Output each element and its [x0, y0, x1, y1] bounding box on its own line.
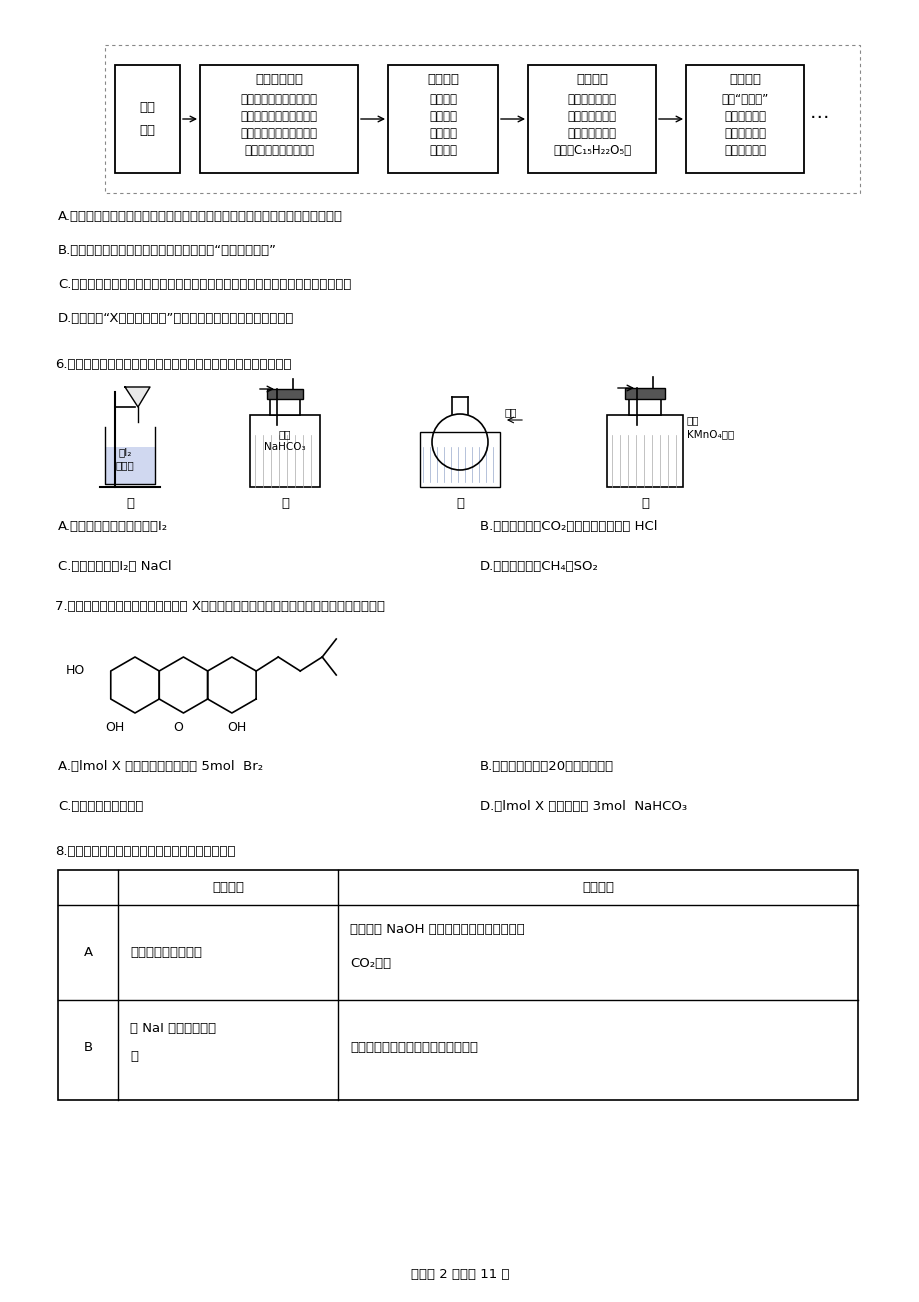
Text: D.　lmol X 最多能消耗 3mol  NaHCO₃: D. lmol X 最多能消耗 3mol NaHCO₃ — [480, 799, 686, 812]
Text: 6.　下列实验选择的实验方案（部分夹持和加燭装置略）错误的是: 6. 下列实验选择的实验方案（部分夹持和加燭装置略）错误的是 — [55, 358, 291, 371]
Text: 丙: 丙 — [456, 497, 463, 510]
Text: D.　实验丁：除CH₄中SO₂: D. 实验丁：除CH₄中SO₂ — [480, 560, 598, 573]
Bar — [421, 447, 498, 482]
Bar — [420, 432, 499, 487]
Text: 冷水: 冷水 — [505, 408, 517, 417]
Bar — [528, 65, 655, 173]
Bar — [629, 397, 660, 415]
Text: 确定组成: 确定组成 — [575, 73, 607, 86]
Text: B.　分子中最多有20个碳原子共面: B. 分子中最多有20个碳原子共面 — [480, 760, 614, 773]
Text: CO₂过滤: CO₂过滤 — [349, 957, 391, 970]
Text: 对分子质量，结: 对分子质量，结 — [567, 109, 616, 122]
Text: 成功分离: 成功分离 — [428, 109, 457, 122]
Text: 水煎熳提取物无效。乙醇: 水煎熳提取物无效。乙醇 — [240, 92, 317, 105]
Text: NaHCO₃: NaHCO₃ — [264, 441, 305, 452]
Text: 7.　从大豆分离出来的异黄酮类物质 X，结构简式如图。下列关于该有机物的说法错误的是: 7. 从大豆分离出来的异黄酮类物质 X，结构简式如图。下列关于该有机物的说法错误… — [55, 600, 384, 613]
Text: 提取有效成分: 提取有效成分 — [255, 73, 302, 86]
Text: A.　实验甲：海带提磖获得I₂: A. 实验甲：海带提磖获得I₂ — [58, 519, 168, 533]
Text: 乙: 乙 — [280, 497, 289, 510]
Text: 悬浊液: 悬浊液 — [116, 460, 134, 470]
Text: 青蒿素。: 青蒿素。 — [428, 145, 457, 158]
Text: HO: HO — [65, 664, 85, 677]
Bar — [686, 65, 803, 173]
Text: 研究
缘起: 研究 缘起 — [140, 102, 155, 137]
Text: C.　可形成分子内氢键: C. 可形成分子内氢键 — [58, 799, 143, 812]
Text: 乙醚提取获得有效物。: 乙醚提取获得有效物。 — [244, 145, 313, 158]
Text: 确定了青蒿素: 确定了青蒿素 — [723, 109, 766, 122]
Text: OH: OH — [106, 721, 124, 734]
Text: A.　水煎熳提取物无效的原因可能为青蒿素的热稳定性差或在水中的溶解度不大: A. 水煎熳提取物无效的原因可能为青蒿素的热稳定性差或在水中的溶解度不大 — [58, 210, 343, 223]
Text: 测定结构: 测定结构 — [728, 73, 760, 86]
Text: 实验方案: 实验方案 — [582, 881, 613, 894]
Text: 8.　为完成下列实验目的，实验方案设计正确的是: 8. 为完成下列实验目的，实验方案设计正确的是 — [55, 845, 235, 858]
Bar — [199, 65, 357, 173]
Bar — [250, 415, 320, 487]
Text: B.　实验乙：测CO₂体积前除去含有的 HCl: B. 实验乙：测CO₂体积前除去含有的 HCl — [480, 519, 657, 533]
Text: 由 NaI 溶液获得其晶: 由 NaI 溶液获得其晶 — [130, 1022, 216, 1035]
Text: O: O — [174, 721, 183, 734]
Text: 丁: 丁 — [641, 497, 648, 510]
Text: 唠采用永点比乙醇更低的: 唠采用永点比乙醇更低的 — [240, 128, 317, 141]
Text: D.　可利用“X射线衍射技术”确定青蒿素分子中各原子空间位置: D. 可利用“X射线衍射技术”确定青蒿素分子中各原子空间位置 — [58, 312, 294, 326]
Bar — [607, 415, 682, 487]
Bar — [624, 388, 664, 398]
Bar — [58, 870, 857, 1100]
Text: 除去苯酚中混有的苯: 除去苯酚中混有的苯 — [130, 947, 202, 960]
Text: 酸性: 酸性 — [686, 415, 698, 424]
Text: 并结晶出: 并结晶出 — [428, 128, 457, 141]
Text: KMnO₄溶液: KMnO₄溶液 — [686, 428, 733, 439]
Text: A.　lmol X 与渴水反应最多消耗 5mol  Br₂: A. lmol X 与渴水反应最多消耗 5mol Br₂ — [58, 760, 263, 773]
Text: 子式为C₁₅H₂₂O₅。: 子式为C₁₅H₂₂O₅。 — [552, 145, 630, 158]
Bar — [251, 435, 319, 487]
Text: …: … — [809, 103, 829, 122]
Bar — [106, 447, 154, 484]
Bar — [388, 65, 497, 173]
Text: B.　乙醚提取青蒿素的方法为萍取，利用了“相似相溶原理”: B. 乙醚提取青蒿素的方法为萍取，利用了“相似相溶原理” — [58, 243, 277, 256]
Text: C.　分离青蒿素和乙醚的方法为蕲馏，需用到空气冷凝管、尾接管、锥形瓶等仪器: C. 分离青蒿素和乙醚的方法为蕲馏，需用到空气冷凝管、尾接管、锥形瓶等仪器 — [58, 279, 351, 292]
Bar — [105, 46, 859, 193]
Polygon shape — [125, 387, 150, 408]
Text: 获得晶体: 获得晶体 — [426, 73, 459, 86]
Bar — [267, 389, 302, 398]
Text: 试卷第 2 页，共 11 页: 试卷第 2 页，共 11 页 — [410, 1268, 509, 1281]
Text: 含I₂: 含I₂ — [119, 447, 131, 457]
Text: 加适量的 NaOH 溶液分液，向水层通入足量: 加适量的 NaOH 溶液分液，向水层通入足量 — [349, 923, 524, 936]
Text: C.　实验丙：除I₂中 NaCl: C. 实验丙：除I₂中 NaCl — [58, 560, 172, 573]
Bar — [269, 397, 300, 415]
Text: 研究小组: 研究小组 — [428, 92, 457, 105]
Text: 体: 体 — [130, 1049, 138, 1062]
Text: 提取物药效也不高。局唠: 提取物药效也不高。局唠 — [240, 109, 317, 122]
Text: B: B — [84, 1042, 93, 1055]
Text: 甲: 甲 — [126, 497, 134, 510]
Text: 分子中各原子: 分子中各原子 — [723, 128, 766, 141]
Text: 测得青蒿素的相: 测得青蒿素的相 — [567, 92, 616, 105]
Text: 的空间位置。: 的空间位置。 — [723, 145, 766, 158]
Text: 饱和: 饱和 — [278, 428, 291, 439]
Text: 合碳氢比确定分: 合碳氢比确定分 — [567, 128, 616, 141]
Text: 实验目的: 实验目的 — [211, 881, 244, 894]
Text: OH: OH — [227, 721, 246, 734]
Text: A: A — [84, 947, 93, 960]
Bar — [115, 65, 180, 173]
Bar — [607, 435, 681, 487]
Text: 利用“新技术”: 利用“新技术” — [720, 92, 767, 105]
Text: 蒸发至大量晶体析出，利用余热蒸干: 蒸发至大量晶体析出，利用余热蒸干 — [349, 1042, 478, 1055]
